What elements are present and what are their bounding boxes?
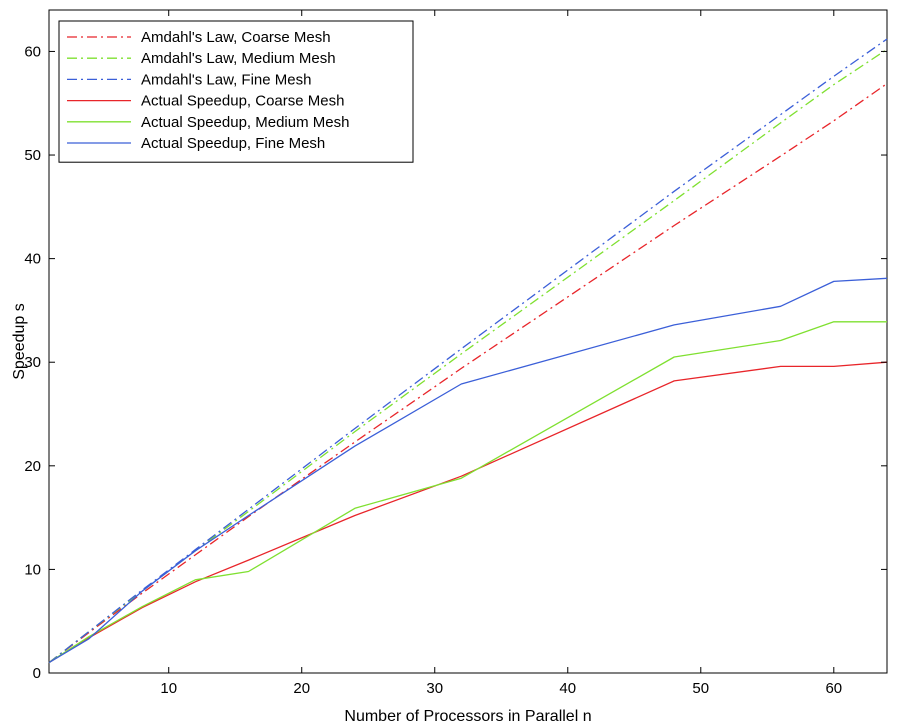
x-tick-label: 40 [559, 680, 576, 697]
legend-box [58, 20, 414, 163]
x-tick-label: 30 [426, 680, 443, 697]
y-tick-label: 50 [24, 147, 41, 164]
legend-entry-label: Amdahl's Law, Medium Mesh [141, 50, 336, 67]
x-tick-label: 20 [293, 680, 310, 697]
legend: Amdahl's Law, Coarse Mesh Amdahl's Law, M… [58, 20, 414, 163]
legend-entry-label: Amdahl's Law, Fine Mesh [141, 71, 311, 88]
series-line-4 [48, 361, 888, 664]
y-tick-label: 0 [33, 665, 41, 682]
series-line-3 [48, 38, 888, 664]
y-tick-label: 30 [24, 354, 41, 371]
legend-entry-label: Actual Speedup, Medium Mesh [141, 114, 349, 131]
x-axis-label: Number of Processors in Parallel n [344, 708, 591, 725]
y-tick-label: 20 [24, 458, 41, 475]
x-tick-label: 10 [160, 680, 177, 697]
series-line-5 [48, 321, 887, 664]
series-layer [48, 38, 888, 664]
y-tick-label: 40 [24, 251, 41, 268]
y-axis-label: Speedup s [11, 303, 28, 380]
legend-entry-label: Amdahl's Law, Coarse Mesh [141, 29, 331, 46]
x-tick-label: 50 [692, 680, 709, 697]
x-tick-label: 60 [825, 680, 842, 697]
series-line-6 [48, 277, 888, 664]
ticks-layer: 10 20 30 40 50 60 0 10 20 30 40 50 60 [24, 10, 887, 697]
legend-entry-label: Actual Speedup, Coarse Mesh [141, 93, 344, 110]
legend-entry-label: Actual Speedup, Fine Mesh [141, 135, 325, 152]
y-tick-label: 10 [24, 561, 41, 578]
y-tick-label: 60 [24, 43, 41, 60]
